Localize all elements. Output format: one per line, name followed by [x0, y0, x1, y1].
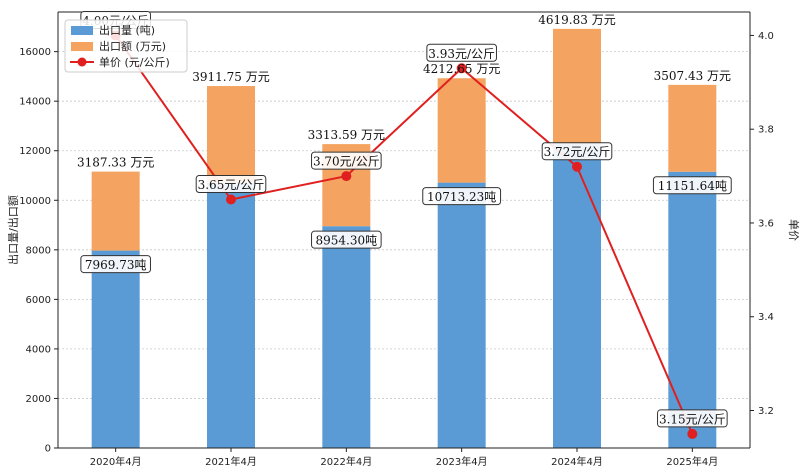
data-labels: 3187.33 万元 3911.75 万元 3313.59 万元 4212.65 万元… — [77, 10, 732, 428]
x-tick-label-4: 2024年4月 — [551, 455, 603, 468]
price-polyline — [114, 34, 694, 435]
price-label-1-box — [195, 175, 267, 194]
bar-volume-1 — [207, 182, 255, 448]
price-label-3: 3.93元/公斤 — [428, 47, 495, 61]
volume-label-5: 11151.64吨 — [658, 179, 727, 193]
price-point-5 — [687, 428, 698, 439]
legend-box — [64, 19, 188, 73]
price-point-1 — [226, 194, 236, 205]
y-tick-label-2: 4000 — [26, 344, 51, 355]
y-tick-label-1: 2000 — [26, 394, 51, 405]
price-label-5-box — [657, 409, 728, 428]
price-label-5-group: 3.15元/公斤 — [657, 409, 728, 428]
price-label-3-group: 3.93元/公斤 — [426, 43, 497, 62]
price-label-4-group: 3.72元/公斤 — [541, 142, 613, 161]
bar-volume-2 — [322, 226, 371, 448]
volume-label-5-box — [652, 176, 732, 195]
legend: 出口量 (吨) 出口额 (万元) 单价 (元/公斤) — [64, 19, 188, 73]
y2-tick-label-1: 3.4 — [758, 312, 774, 323]
y-tick-label-0: 0 — [45, 444, 51, 455]
bar-volume-5 — [668, 171, 717, 448]
value-label-2: 3313.59 万元 — [308, 128, 385, 142]
gridlines — [58, 51, 750, 449]
volume-label-3-box — [422, 187, 502, 206]
legend-label-value: 出口额 (万元) — [99, 39, 166, 53]
bar-value-0 — [91, 171, 140, 251]
axes: 0 2000 4000 6000 8000 10000 12000 14000 16000 3.2… — [6, 11, 800, 468]
x-tick-label-1: 2021年4月 — [205, 455, 257, 468]
price-point-2 — [341, 171, 352, 182]
value-label-5: 3507.43 万元 — [654, 69, 731, 83]
value-label-3: 4212.65 万元 — [423, 62, 500, 76]
price-point-3 — [456, 63, 467, 74]
y2-tick-label-3: 3.8 — [758, 125, 774, 136]
y-tick-label-5: 10000 — [19, 196, 51, 207]
volume-label-2-box — [311, 230, 382, 249]
price-line — [110, 30, 698, 439]
y-tick-label-4: 8000 — [26, 245, 51, 256]
volume-label-3: 10713.23吨 — [427, 190, 496, 204]
value-label-1: 3911.75 万元 — [192, 70, 269, 84]
bar-value-1 — [207, 86, 255, 183]
price-label-4: 3.72元/公斤 — [544, 145, 611, 159]
y2-tick-label-0: 3.2 — [758, 406, 774, 417]
bar-value-4 — [553, 28, 601, 144]
price-label-1-group: 3.65元/公斤 — [195, 175, 267, 194]
bar-volume-3 — [437, 182, 486, 449]
x-tick-label-3: 2023年4月 — [436, 455, 488, 468]
legend-swatch-value — [71, 42, 93, 51]
price-point-4 — [572, 161, 582, 172]
value-label-0: 3187.33 万元 — [77, 156, 154, 170]
value-label-4: 4619.83 万元 — [538, 13, 615, 27]
y2-tick-label-4: 4.0 — [758, 31, 774, 42]
price-label-2-box — [311, 151, 382, 170]
volume-label-0-box — [80, 255, 151, 274]
price-label-3-box — [426, 43, 497, 62]
y-axis-label: 出口量/出口额 — [6, 195, 20, 265]
y2-axis-label: 单价 — [787, 219, 800, 241]
y-tick-label-8: 16000 — [19, 47, 51, 58]
x-tick-label-2: 2022年4月 — [320, 455, 372, 468]
bar-volume-4 — [553, 143, 601, 448]
bar-value-3 — [437, 78, 486, 183]
bars — [91, 28, 717, 449]
volume-label-0-group: 7969.73吨 — [80, 255, 151, 274]
price-label-2: 3.70元/公斤 — [313, 155, 380, 169]
y-tick-label-3: 6000 — [26, 295, 51, 306]
volume-label-5-group: 11151.64吨 — [652, 176, 732, 195]
price-label-4-box — [541, 142, 613, 161]
volume-label-3-group: 10713.23吨 — [422, 187, 502, 206]
volume-label-2-group: 8954.30吨 — [311, 230, 382, 249]
legend-label-price: 单价 (元/公斤) — [99, 56, 170, 69]
price-label-5: 3.15元/公斤 — [659, 412, 726, 426]
x-tick-label-0: 2020年4月 — [90, 455, 142, 468]
y-tick-label-7: 14000 — [19, 97, 51, 108]
legend-swatch-volume — [71, 26, 93, 35]
volume-label-2: 8954.30吨 — [316, 234, 378, 248]
legend-label-volume: 出口量 (吨) — [99, 23, 155, 37]
x-tick-label-5: 2025年4月 — [666, 455, 718, 468]
price-label-1: 3.65元/公斤 — [198, 178, 265, 192]
y2-tick-label-2: 3.6 — [758, 218, 774, 229]
y-tick-label-6: 12000 — [19, 146, 51, 157]
bar-value-5 — [668, 84, 717, 172]
price-label-2-group: 3.70元/公斤 — [311, 151, 382, 170]
volume-label-0: 7969.73吨 — [85, 258, 147, 272]
legend-marker-price — [77, 57, 87, 67]
bar-volume-0 — [91, 250, 140, 448]
